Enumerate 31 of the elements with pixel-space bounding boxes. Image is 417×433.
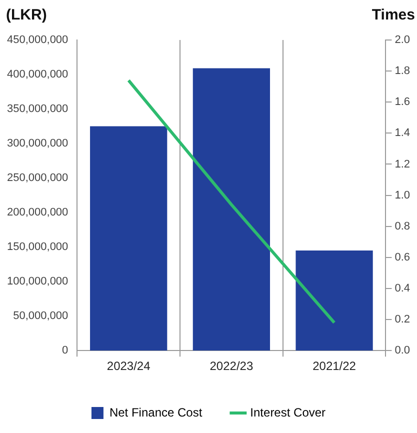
y2-tick-label: 0.4 <box>394 282 410 295</box>
y-tick-label: 200,000,000 <box>7 206 68 219</box>
legend-label: Net Finance Cost <box>109 405 203 420</box>
y2-tick-label: 1.8 <box>394 65 410 78</box>
y-tick-label: 0 <box>62 344 68 357</box>
y-axis-title: (LKR) <box>6 6 47 24</box>
y-tick-label: 300,000,000 <box>7 138 68 150</box>
y2-tick-label: 1.6 <box>394 96 410 108</box>
y-tick-label: 400,000,000 <box>7 68 68 81</box>
bar <box>192 68 270 351</box>
y2-tick-label: 2.0 <box>394 34 410 46</box>
x-tick-label: 2022/23 <box>210 359 254 374</box>
y-tick-label: 250,000,000 <box>7 172 68 184</box>
legend-label: Interest Cover <box>250 405 326 420</box>
y-tick-label: 50,000,000 <box>13 310 68 322</box>
x-tick-label: 2021/22 <box>312 359 356 374</box>
y2-tick-label: 1.0 <box>394 189 410 202</box>
x-tick-label: 2023/24 <box>106 359 151 374</box>
y-tick-label: 450,000,000 <box>7 34 68 46</box>
bar <box>296 250 373 351</box>
y2-axis-title: Times <box>372 6 415 24</box>
y-tick-label: 350,000,000 <box>7 103 68 116</box>
y2-tick-label: 0.2 <box>394 314 410 326</box>
y2-tick-label: 0.8 <box>394 220 410 232</box>
bar <box>90 126 168 351</box>
y2-tick-label: 0.0 <box>394 344 410 357</box>
y-tick-label: 100,000,000 <box>7 276 68 288</box>
y2-tick-label: 1.2 <box>394 158 410 170</box>
y-tick-label: 150,000,000 <box>7 241 68 254</box>
y2-tick-label: 0.6 <box>394 251 410 264</box>
y2-tick-label: 1.4 <box>394 127 410 140</box>
